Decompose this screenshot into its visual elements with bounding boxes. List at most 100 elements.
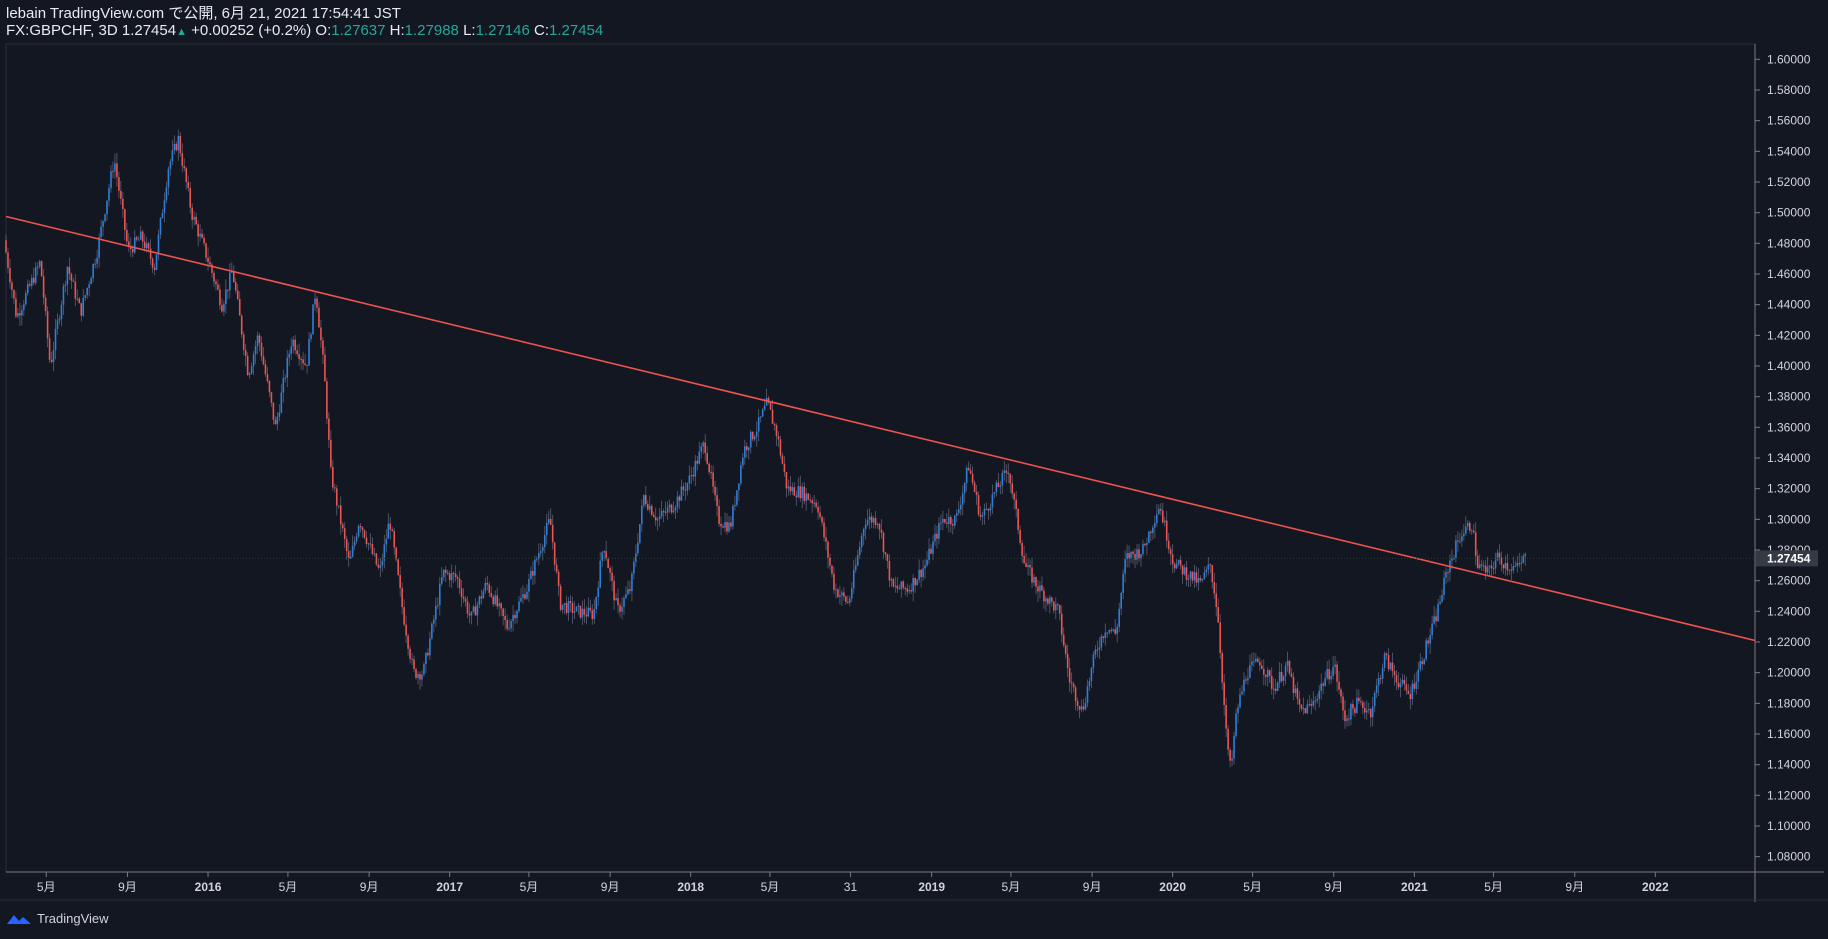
candle-body	[668, 504, 671, 508]
candle-body	[1278, 671, 1281, 683]
candle-body	[779, 439, 782, 456]
candle-body	[532, 570, 534, 576]
candle-body	[825, 537, 827, 542]
candle-body	[54, 328, 57, 351]
candle-body	[989, 507, 992, 511]
candle-body	[308, 339, 310, 366]
candle-body	[1447, 572, 1449, 574]
candle-body	[728, 522, 730, 532]
candle-body	[1439, 601, 1441, 605]
candle-body	[1312, 700, 1315, 706]
candle-body	[129, 246, 132, 250]
candle-body	[648, 505, 651, 510]
candle-body	[1264, 674, 1267, 677]
candle-body	[1088, 680, 1091, 687]
candle-body	[211, 264, 213, 273]
candle-body	[997, 482, 1000, 487]
candle-body	[1039, 585, 1041, 592]
candle-body	[5, 240, 7, 253]
candle-body	[1280, 671, 1283, 681]
candle-body	[189, 187, 192, 208]
candle-body	[567, 601, 570, 613]
candle-body	[1161, 510, 1164, 523]
candle-body	[185, 168, 188, 183]
candle-body	[767, 397, 770, 403]
candle-body	[708, 463, 710, 473]
candle-body	[1356, 697, 1358, 713]
candle-body	[1262, 668, 1265, 675]
candle-body	[440, 577, 443, 584]
candle-body	[928, 548, 930, 560]
candle-body	[153, 267, 156, 270]
candle-body	[983, 508, 986, 516]
candle-body	[252, 354, 255, 367]
candle-body	[341, 524, 344, 529]
x-tick-label: 5月	[1002, 880, 1021, 894]
candle-body	[108, 188, 110, 201]
candle-body	[1191, 571, 1194, 581]
symbol-name[interactable]: FX:GBPCHF, 3D	[6, 22, 118, 39]
up-arrow-icon: ▲	[176, 26, 187, 38]
candle-body	[191, 207, 193, 220]
candle-body	[64, 284, 67, 287]
candle-body	[1492, 568, 1495, 570]
candle-body	[599, 560, 602, 588]
candle-body	[817, 506, 819, 513]
candle-body	[744, 446, 746, 458]
candle-body	[369, 543, 372, 545]
candles	[5, 129, 1527, 768]
candle-body	[92, 264, 94, 279]
candle-body	[143, 241, 146, 249]
brand-name[interactable]: TradingView	[37, 911, 109, 926]
candle-body	[1310, 704, 1313, 706]
candle-body	[462, 596, 465, 599]
candle-body	[876, 524, 879, 526]
candle-body	[496, 595, 499, 607]
candle-body	[446, 572, 449, 574]
candle-body	[70, 273, 73, 281]
candle-body	[755, 431, 758, 437]
candle-body	[480, 596, 483, 599]
candle-body	[1354, 708, 1356, 713]
candle-body	[367, 543, 370, 545]
candle-body	[435, 605, 437, 620]
candle-body	[1488, 565, 1491, 567]
candle-body	[355, 536, 358, 542]
candle-body	[476, 604, 479, 616]
candle-body	[450, 572, 453, 581]
candle-body	[1413, 683, 1416, 689]
candle-body	[922, 568, 924, 578]
candle-body	[318, 307, 320, 328]
candle-body	[1199, 578, 1202, 581]
y-tick-label: 1.36000	[1767, 420, 1811, 434]
candle-body	[1241, 691, 1243, 695]
candle-body	[1274, 688, 1277, 691]
candle-body	[601, 552, 604, 561]
candle-body	[74, 281, 77, 299]
candle-body	[1187, 578, 1190, 580]
candle-body	[793, 487, 796, 496]
candle-body	[1379, 678, 1382, 680]
candle-body	[993, 492, 996, 495]
candle-body	[995, 482, 998, 493]
candle-body	[557, 571, 560, 587]
y-tick-label: 1.34000	[1767, 451, 1811, 465]
candle-body	[1096, 649, 1099, 651]
candle-body	[551, 524, 554, 543]
x-tick-label: 5月	[761, 880, 780, 894]
candle-body	[169, 161, 172, 169]
candle-body	[246, 356, 249, 376]
candle-body	[1455, 540, 1457, 558]
candle-body	[209, 261, 211, 265]
candle-body	[1290, 673, 1293, 677]
candle-body	[1231, 758, 1233, 761]
candle-body	[460, 588, 463, 597]
candle-body	[1023, 555, 1025, 564]
candle-body	[1385, 653, 1388, 656]
candle-body	[122, 198, 124, 210]
candle-body	[244, 349, 247, 357]
symbol-legend: FX:GBPCHF, 3D 1.27454▲ +0.00252 (+0.2%) …	[6, 22, 603, 41]
candle-body	[666, 507, 669, 513]
candle-body	[1239, 694, 1241, 708]
